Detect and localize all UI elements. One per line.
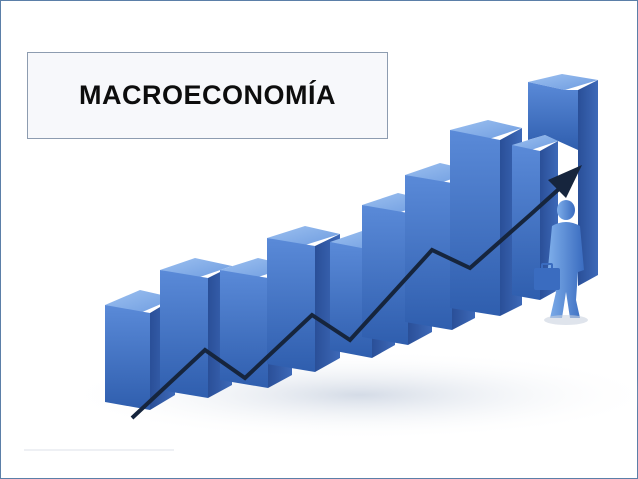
trend-line bbox=[130, 186, 562, 420]
bars bbox=[105, 74, 598, 410]
bar-10 bbox=[528, 74, 598, 286]
slide-title: MACROECONOMÍA bbox=[79, 80, 336, 110]
businessman-figure bbox=[534, 200, 588, 325]
arrow-head bbox=[548, 165, 582, 198]
footer-strip bbox=[24, 449, 174, 451]
bar-4 bbox=[267, 226, 340, 372]
trend-arrow bbox=[130, 165, 582, 420]
bar-8 bbox=[450, 120, 522, 316]
title-box: MACROECONOMÍA bbox=[27, 52, 388, 139]
